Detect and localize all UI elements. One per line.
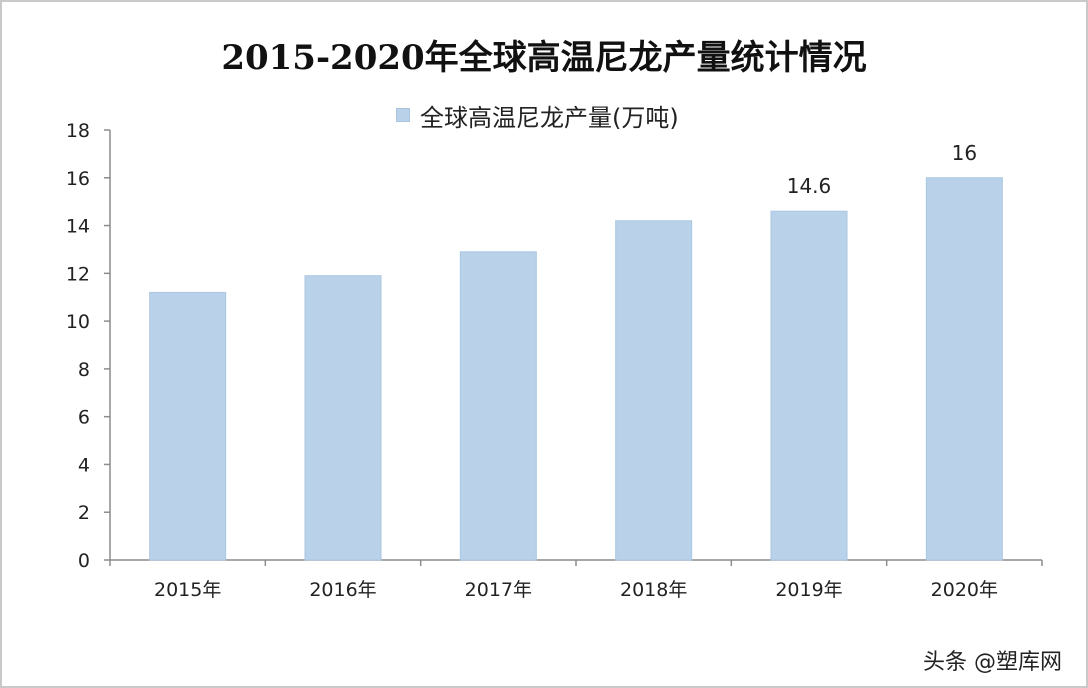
bar-2019年: [770, 210, 848, 561]
x-tick-label: 2020年: [931, 579, 998, 601]
chart-legend: 全球高温尼龙产量(万吨): [396, 100, 679, 132]
y-tick-label: 14: [66, 216, 90, 238]
bar-2020年: [925, 177, 1003, 561]
x-tick-label: 2017年: [465, 579, 532, 601]
watermark-text: 头条 @塑库网: [923, 650, 1062, 675]
y-tick-label: 18: [66, 120, 90, 142]
chart-title: 2015-2020年全球高温尼龙产量统计情况: [221, 38, 867, 78]
x-tick-label: 2015年: [154, 579, 221, 601]
data-label: 14.6: [787, 174, 832, 198]
data-label: 16: [952, 141, 977, 165]
y-tick-label: 10: [66, 311, 90, 333]
x-tick-label: 2018年: [620, 579, 687, 601]
bar-2015年: [149, 291, 227, 561]
legend-swatch: [396, 108, 410, 122]
x-tick-label: 2016年: [309, 579, 376, 601]
legend-label: 全球高温尼龙产量(万吨): [420, 103, 679, 132]
x-tick-label: 2019年: [775, 579, 842, 601]
y-tick-label: 0: [78, 550, 90, 572]
bar-2017年: [459, 251, 537, 561]
y-tick-label: 6: [78, 407, 90, 429]
y-tick-label: 16: [66, 168, 90, 190]
y-tick-label: 12: [66, 263, 90, 285]
y-tick-label: 4: [78, 454, 90, 476]
y-tick-label: 8: [78, 359, 90, 381]
bar-2018年: [615, 220, 693, 561]
y-tick-label: 2: [78, 502, 90, 524]
bar-2016年: [304, 275, 382, 561]
